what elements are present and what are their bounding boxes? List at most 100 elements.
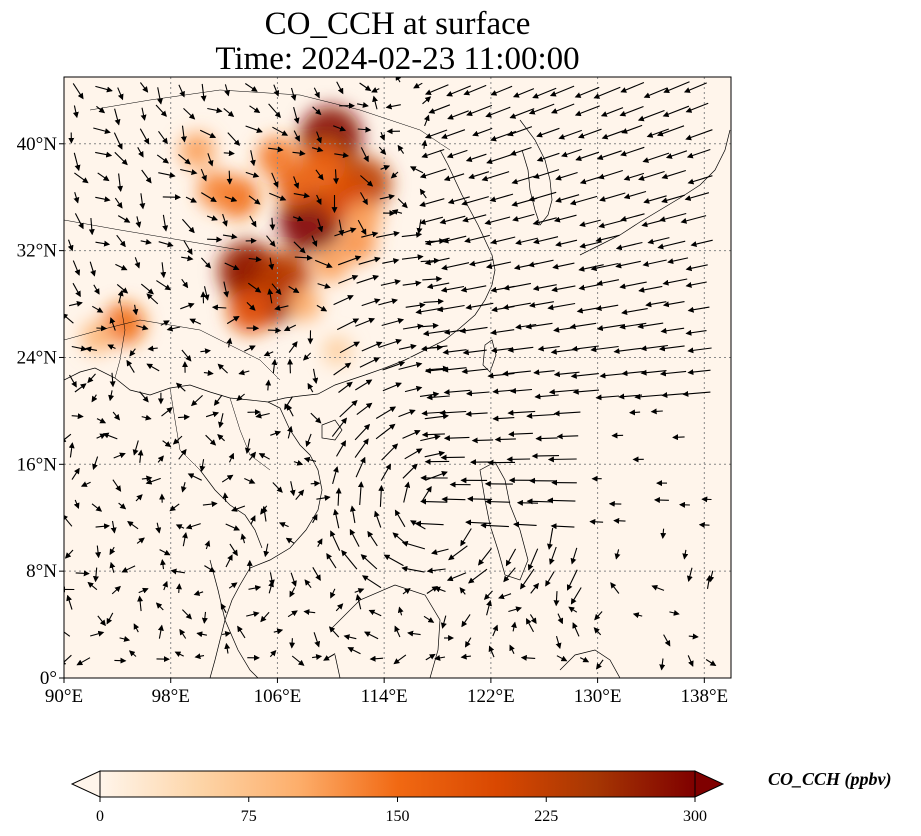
wind-arrow — [686, 567, 693, 582]
wind-arrow — [533, 236, 559, 245]
wind-arrow — [404, 448, 423, 460]
wind-arrow — [139, 193, 146, 210]
wind-arrow — [487, 372, 515, 379]
wind-arrow — [247, 282, 262, 293]
wind-arrow — [290, 572, 297, 587]
wind-arrow — [170, 568, 185, 575]
wind-arrow — [126, 359, 135, 373]
wind-arrow — [485, 498, 511, 505]
wind-arrow — [359, 357, 380, 368]
wind-arrow — [647, 237, 670, 245]
wind-arrow — [139, 82, 149, 93]
coastline-hainan — [321, 419, 343, 441]
wind-arrow — [530, 582, 540, 594]
wind-arrow — [401, 231, 423, 238]
lon-tick-label: 90°E — [45, 686, 83, 707]
wind-arrow — [71, 467, 80, 480]
wind-arrow — [698, 521, 710, 528]
wind-arrow — [595, 394, 619, 401]
concentration-cell — [346, 199, 383, 236]
wind-arrow — [185, 196, 197, 203]
wind-arrow — [244, 438, 251, 454]
wind-arrow — [574, 86, 600, 98]
wind-arrow — [205, 434, 217, 446]
wind-arrow — [570, 587, 582, 605]
wind-arrow — [155, 522, 162, 534]
wind-arrow — [160, 262, 167, 279]
wind-arrow — [218, 413, 224, 429]
wind-arrow — [419, 188, 427, 199]
wind-arrow — [64, 549, 74, 559]
wind-arrow — [421, 148, 445, 159]
wind-arrow — [465, 519, 492, 526]
wind-arrow — [615, 241, 643, 251]
colorbar-extend-min — [70, 770, 101, 798]
wind-arrow — [372, 95, 378, 110]
wind-arrow — [402, 587, 411, 595]
wind-arrow — [462, 349, 487, 356]
wind-arrow — [402, 323, 424, 330]
wind-arrow — [223, 281, 230, 298]
chart-title: CO_CCH at surface — [264, 6, 531, 42]
wind-arrow — [206, 215, 218, 221]
wind-arrow — [269, 217, 276, 231]
wind-arrow — [139, 128, 150, 145]
wind-arrow — [685, 281, 707, 288]
wind-arrow — [129, 348, 136, 357]
wind-arrow — [66, 594, 73, 610]
wind-arrow — [76, 657, 91, 666]
wind-arrow — [271, 172, 279, 188]
wind-arrow — [102, 432, 118, 440]
wind-arrow — [422, 276, 443, 283]
wind-arrow — [200, 83, 207, 102]
wind-arrow — [402, 463, 418, 479]
wind-arrow — [528, 259, 554, 268]
wind-arrow — [507, 409, 536, 416]
wind-arrow — [621, 124, 643, 134]
wind-arrow — [245, 125, 263, 133]
wind-arrow — [283, 324, 297, 332]
wind-arrow — [685, 329, 707, 336]
colorbar-tick-label: 150 — [386, 808, 410, 825]
wind-arrow — [141, 169, 152, 184]
wind-arrow — [114, 151, 128, 166]
wind-arrow — [137, 449, 144, 463]
wind-arrow — [263, 350, 274, 357]
wind-arrow — [156, 87, 163, 105]
wind-arrow — [360, 554, 378, 570]
wind-arrow — [89, 261, 96, 277]
wind-arrow — [621, 308, 648, 316]
wind-arrow — [486, 153, 513, 165]
wind-arrow — [312, 368, 319, 384]
wind-arrow — [361, 341, 383, 352]
wind-arrow — [222, 492, 229, 502]
wind-arrow — [594, 611, 603, 621]
wind-arrow — [683, 82, 707, 93]
concentration-cell — [179, 132, 216, 169]
wind-arrow — [158, 130, 168, 145]
wind-arrow — [311, 514, 318, 524]
wind-arrow — [356, 402, 373, 416]
lat-tick-label: 16°N — [17, 454, 58, 475]
wind-arrow — [368, 609, 382, 617]
wind-arrow — [293, 241, 306, 254]
wind-arrow — [293, 130, 300, 142]
wind-arrow — [136, 324, 149, 331]
wind-arrow — [222, 631, 232, 637]
wind-arrow — [503, 567, 516, 583]
wind-arrow — [619, 281, 647, 290]
wind-arrow — [549, 85, 575, 97]
wind-arrow — [272, 482, 283, 493]
wind-arrow — [312, 567, 321, 581]
wind-arrow — [593, 86, 621, 99]
concentration-cell — [286, 286, 322, 322]
wind-arrow — [409, 166, 424, 174]
wind-arrow — [178, 448, 187, 460]
wind-arrow — [354, 423, 371, 441]
wind-arrow — [182, 609, 192, 620]
wind-arrow — [316, 538, 323, 547]
wind-arrow — [255, 412, 270, 419]
wind-arrow — [446, 572, 467, 582]
wind-arrow — [292, 215, 304, 222]
wind-arrow — [140, 283, 154, 295]
